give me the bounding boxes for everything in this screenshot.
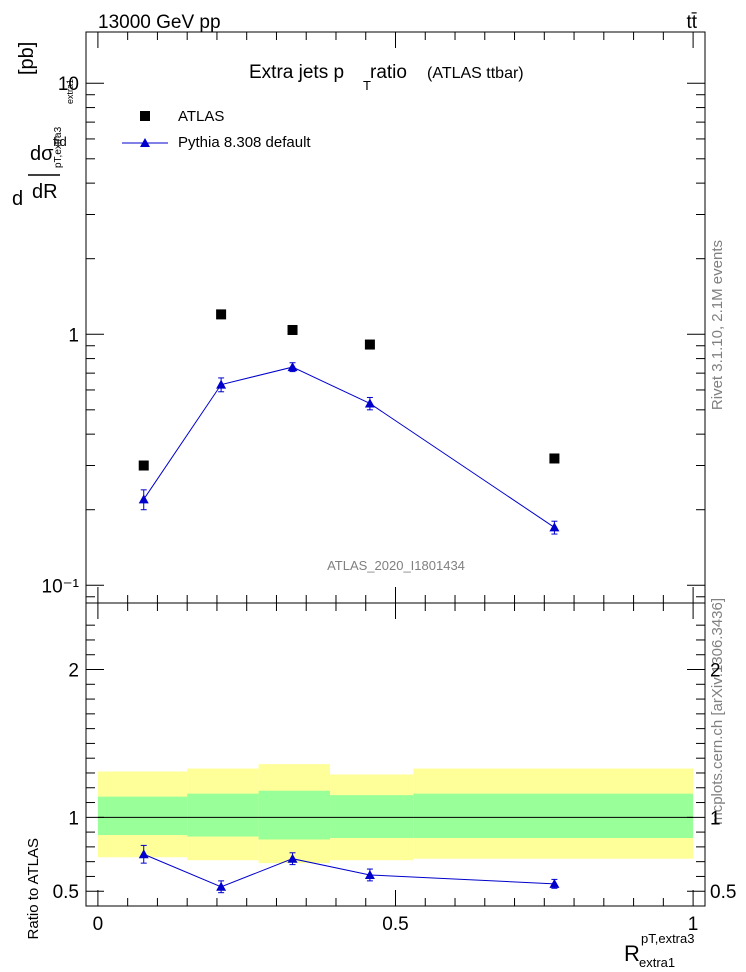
ratio-tick-labels: 2 2 1 1 0.5 0.5 0 0.5 1 [53, 661, 737, 935]
rivet-version-label: Rivet 3.1.10, 2.1M events [709, 240, 726, 410]
x-tick-label: 0 [93, 914, 104, 935]
ratio-inner-band [413, 793, 694, 839]
legend-pythia-label: Pythia 8.308 default [178, 134, 311, 151]
ratio-uncertainty-bands [97, 764, 694, 864]
ratio-y-tick-label: 1 [68, 808, 79, 829]
svg-text:extra1: extra1 [65, 79, 75, 104]
ratio-inner-band [258, 790, 331, 840]
pythia-data-point [287, 362, 298, 372]
ratio-inner-band [187, 793, 259, 837]
ratio-y-tick-label: 2 [68, 661, 79, 682]
header-process-label: tt̄ [686, 12, 697, 33]
ratio-data-layer [138, 844, 560, 894]
main-y-axis-label: d dσ fid pT,extra3 extra1 dR [pb] [12, 42, 75, 210]
atlas-data-point [287, 324, 298, 335]
header-energy-label: 13000 GeV pp [98, 12, 221, 33]
chart-title: Extra jets p T ratio (ATLAS ttbar) [249, 62, 524, 93]
ratio-axis-ticks [86, 603, 705, 906]
ratio-data-point [138, 849, 149, 859]
ratio-inner-band [330, 795, 414, 839]
legend-pythia-marker [140, 138, 150, 147]
svg-text:d: d [12, 188, 23, 210]
svg-text:(ATLAS ttbar): (ATLAS ttbar) [427, 65, 524, 82]
x-tick-label: 0.5 [382, 914, 408, 935]
svg-text:extra1: extra1 [639, 955, 675, 970]
atlas-data-point [216, 309, 227, 320]
atlas-data-point [364, 339, 375, 350]
ratio-data-point [287, 853, 298, 863]
svg-text:dR: dR [32, 181, 58, 203]
y-tick-label: 10⁻¹ [42, 576, 80, 597]
atlas-data-point [138, 460, 149, 471]
x-tick-label: 1 [688, 914, 699, 935]
pythia-data-point [549, 522, 560, 532]
pythia-data-point [216, 379, 227, 389]
legend-atlas-label: ATLAS [178, 108, 224, 125]
mcplots-credit-label: mcplots.cern.ch [arXiv:1306.3436] [709, 598, 726, 825]
main-data-layer [138, 309, 560, 535]
y-tick-label: 10 [58, 74, 79, 95]
svg-text:[pb]: [pb] [16, 42, 38, 75]
pythia-data-point [138, 494, 149, 504]
ratio-plot-frame [85, 602, 706, 907]
atlas-data-point [549, 453, 560, 464]
analysis-watermark: ATLAS_2020_I1801434 [327, 558, 465, 573]
pythia-series-line [143, 366, 555, 528]
svg-text:ratio: ratio [370, 62, 407, 83]
pythia-data-point [364, 398, 375, 408]
ratio-y-tick-label-right: 0.5 [710, 882, 736, 903]
main-y-tick-labels: 10 1 10⁻¹ [42, 74, 80, 597]
ratio-inner-band [97, 796, 188, 836]
svg-text:pT,extra3: pT,extra3 [53, 126, 64, 168]
ratio-y-tick-label-right: 1 [710, 808, 721, 829]
svg-text:fid: fid [53, 134, 67, 149]
main-axis-ticks [86, 32, 705, 603]
legend: ATLAS Pythia 8.308 default [122, 108, 311, 151]
y-tick-label: 1 [68, 325, 79, 346]
x-axis-label: R pT,extra3 extra1 [624, 931, 694, 970]
svg-text:R: R [624, 941, 640, 966]
legend-atlas-marker [140, 111, 150, 121]
svg-text:T: T [363, 78, 371, 93]
ratio-y-axis-label: Ratio to ATLAS [25, 838, 42, 939]
svg-text:dσ: dσ [30, 143, 54, 165]
ratio-data-point [364, 869, 375, 879]
ratio-data-point [549, 878, 560, 888]
svg-text:pT,extra3: pT,extra3 [641, 931, 694, 946]
ratio-y-tick-label-right: 2 [710, 661, 721, 682]
svg-text:Extra jets p: Extra jets p [249, 62, 344, 83]
ratio-y-tick-label: 0.5 [53, 882, 79, 903]
ratio-data-point [216, 881, 227, 891]
